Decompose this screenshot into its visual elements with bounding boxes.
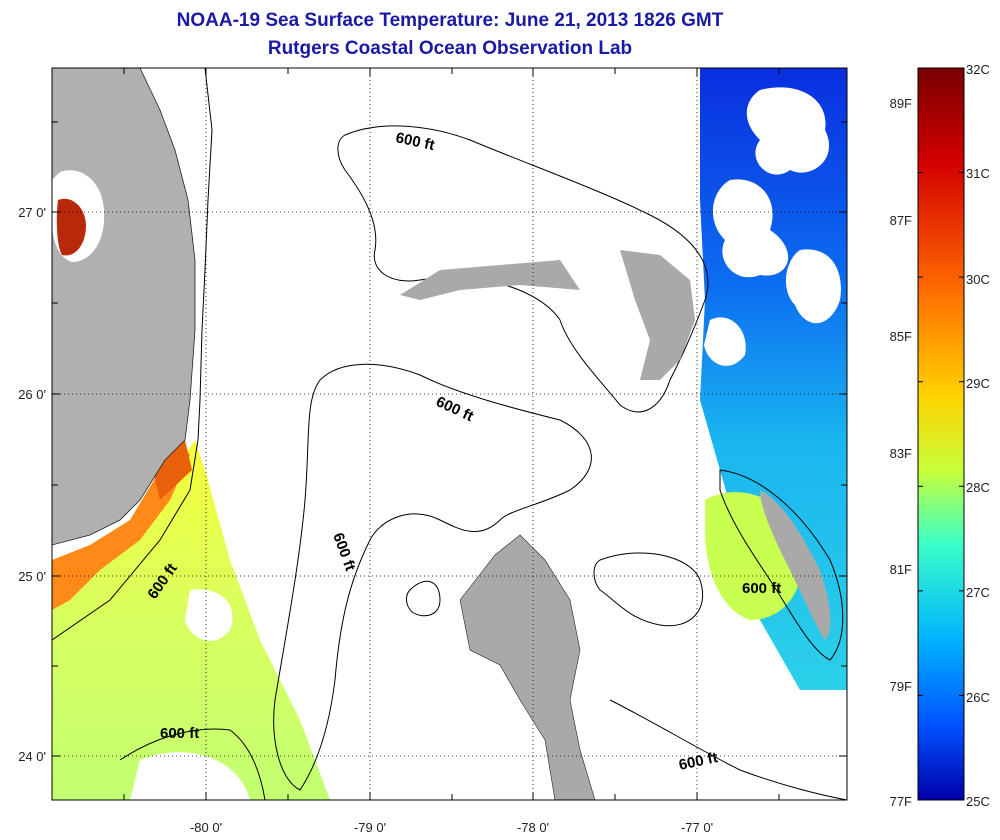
lat-label: 24 0' bbox=[18, 749, 46, 764]
colorbar-fahrenheit-label: 85F bbox=[890, 329, 912, 344]
colorbar-fahrenheit-label: 79F bbox=[890, 679, 912, 694]
colorbar-fahrenheit-label: 87F bbox=[890, 213, 912, 228]
lon-label: -80 0' bbox=[190, 820, 222, 835]
colorbar-celsius-label: 31C bbox=[966, 166, 990, 181]
colorbar-fahrenheit-label: 77F bbox=[890, 794, 912, 809]
colorbar-celsius-label: 30C bbox=[966, 272, 990, 287]
contour-label: 600 ft bbox=[160, 725, 199, 742]
keys-warm-sst bbox=[52, 445, 190, 610]
colorbar-celsius-label: 25C bbox=[966, 794, 990, 809]
bank-contour bbox=[593, 552, 704, 627]
colorbar-celsius-label: 26C bbox=[966, 690, 990, 705]
lake-warm-sst bbox=[56, 198, 86, 256]
map-border bbox=[51, 67, 848, 801]
map-grid bbox=[52, 68, 847, 800]
map-subtitle: Rutgers Coastal Ocean Observation Lab bbox=[267, 38, 633, 59]
lon-label: -78 0' bbox=[517, 820, 549, 835]
eleuthera-island bbox=[760, 490, 831, 640]
colorbar-fahrenheit-label: 83F bbox=[890, 446, 912, 461]
small-cay-outline bbox=[406, 580, 441, 617]
cloud-patch bbox=[785, 249, 841, 324]
abaco-island bbox=[620, 250, 695, 380]
lon-label: -79 0' bbox=[354, 820, 386, 835]
map-ticks bbox=[52, 68, 847, 800]
cloud-patch bbox=[746, 87, 830, 175]
map-title: NOAA-19 Sea Surface Temperature: June 21… bbox=[176, 10, 724, 31]
colorbar-ticks bbox=[918, 67, 964, 801]
bank-contour bbox=[337, 125, 709, 413]
colorbar-celsius-label: 28C bbox=[966, 480, 990, 495]
shelf-contour-south bbox=[119, 728, 266, 800]
shelf-contour-florida bbox=[52, 68, 213, 641]
bank-contour bbox=[273, 363, 592, 791]
contour-label: 600 ft bbox=[742, 580, 781, 597]
colorbar-fahrenheit-label: 89F bbox=[890, 96, 912, 111]
lat-label: 27 0' bbox=[18, 205, 46, 220]
lat-label: 25 0' bbox=[18, 569, 46, 584]
lon-label: -77 0' bbox=[681, 820, 713, 835]
colorbar-fahrenheit-label: 81F bbox=[890, 562, 912, 577]
colorbar-celsius-label: 32C bbox=[966, 62, 990, 77]
colorbar-celsius-label: 27C bbox=[966, 585, 990, 600]
bank-contour bbox=[719, 469, 844, 661]
colorbar bbox=[917, 67, 965, 801]
andros-island bbox=[459, 534, 596, 800]
shelf-contour-southeast bbox=[609, 699, 847, 800]
cloud-patch bbox=[130, 752, 250, 800]
grand-bahama-island bbox=[400, 260, 580, 300]
cloud-patch bbox=[185, 589, 233, 641]
lat-label: 26 0' bbox=[18, 387, 46, 402]
cloud-patch bbox=[712, 179, 789, 278]
colorbar-celsius-label: 29C bbox=[966, 376, 990, 391]
cloud-patch bbox=[704, 317, 746, 366]
